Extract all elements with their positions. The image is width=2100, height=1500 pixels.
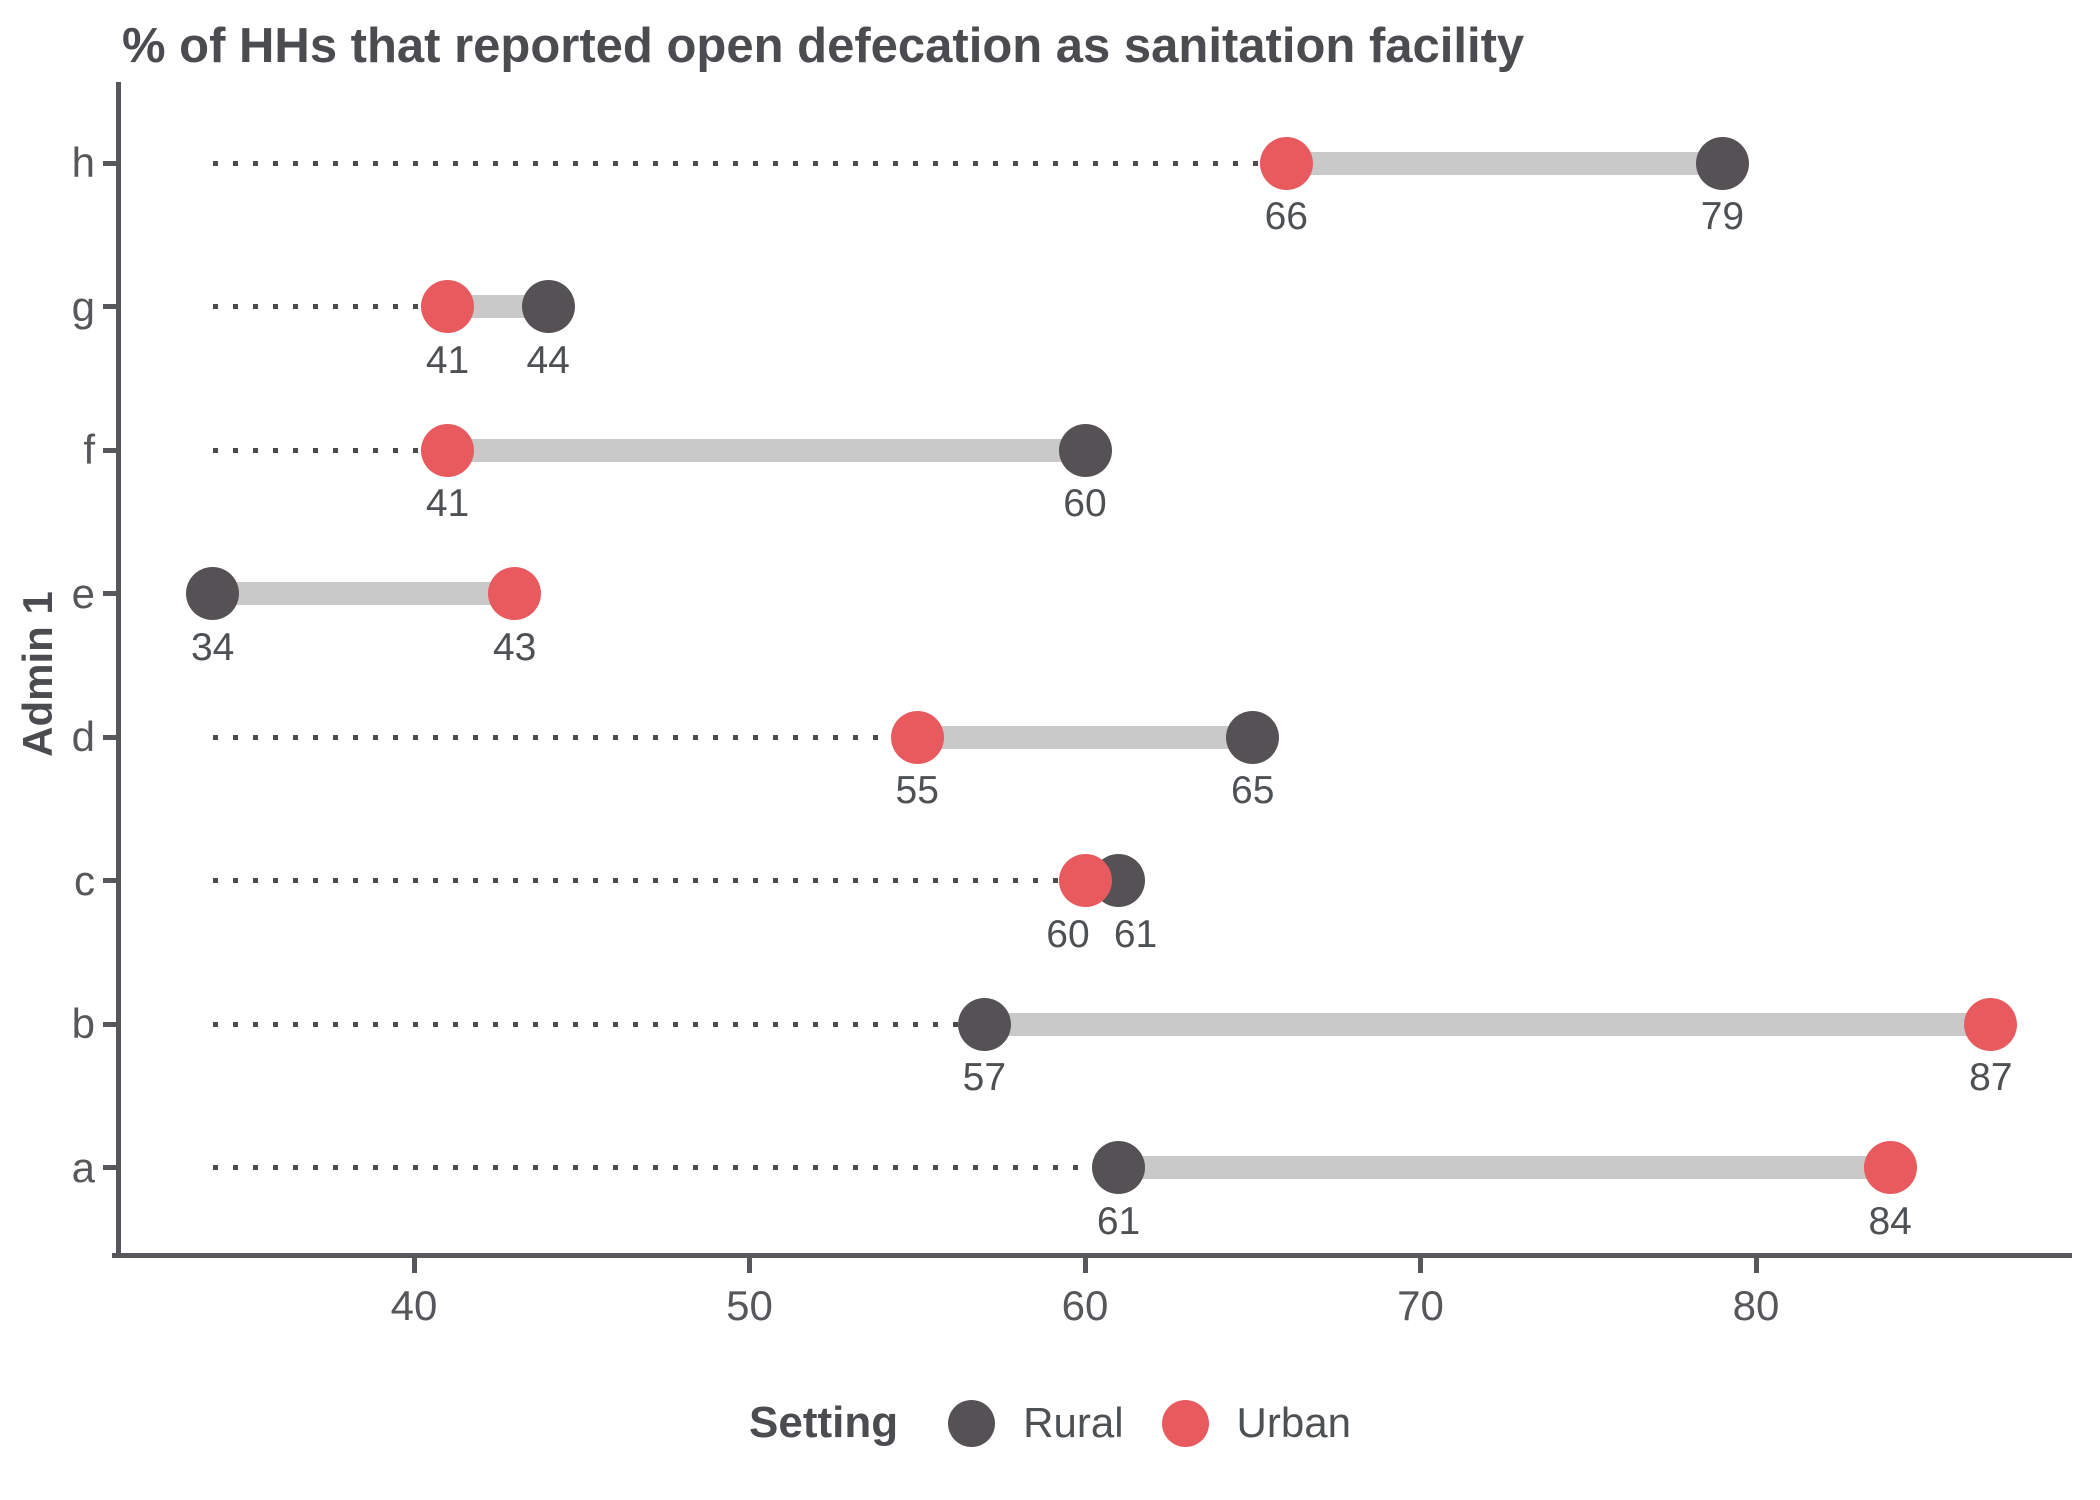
point-urban-h [1259,136,1313,190]
value-label-urban-a: 84 [1868,1199,1912,1243]
y-tick-mark [103,878,117,884]
y-category-label-b: b [71,1000,95,1048]
value-label-rural-f: 60 [1063,482,1107,526]
legend-title: Setting [749,1398,899,1447]
rural-swatch-icon [948,1399,996,1447]
point-urban-e [488,567,542,621]
y-tick-mark [103,304,117,310]
y-axis-line [116,82,121,1258]
legend-label-urban: Urban [1236,1399,1351,1446]
x-axis-line [112,1253,2072,1258]
y-axis-title: Admin 1 [14,591,61,757]
point-rural-g [521,280,575,334]
connector-bar-f [447,438,1085,462]
connector-bar-h [1286,151,1723,175]
urban-swatch-icon [1161,1399,1209,1447]
baseline-dotted-line-h [212,160,1260,166]
y-tick-mark [103,734,117,740]
x-tick-mark [747,1258,752,1273]
baseline-dotted-line-f [212,447,422,453]
y-category-label-e: e [71,569,95,617]
value-label-urban-b: 87 [1969,1056,2013,1100]
y-tick-mark [103,160,117,166]
y-category-label-c: c [74,856,95,904]
point-rural-f [1058,423,1112,477]
legend: Setting Rural Urban [0,1398,2100,1448]
y-category-label-g: g [71,282,95,330]
value-label-rural-h: 79 [1700,195,1745,238]
y-category-label-h: h [71,139,95,186]
value-label-urban-f: 41 [425,482,470,526]
y-tick-mark [103,1165,117,1171]
x-tick-label-60: 60 [1061,1282,1109,1329]
x-tick-mark [411,1258,417,1273]
y-tick-mark [103,591,117,597]
connector-bar-a [1118,1156,1891,1180]
y-tick-mark [103,1021,117,1027]
value-label-urban-e: 43 [492,625,537,669]
value-label-rural-c: 61 [1113,912,1158,956]
point-urban-d [890,710,944,764]
x-tick-mark [1082,1258,1088,1273]
connector-bar-d [917,725,1253,749]
value-label-urban-g: 41 [425,338,470,382]
value-label-rural-g: 44 [526,338,570,382]
x-tick-mark [1753,1258,1759,1273]
point-urban-a [1863,1141,1917,1195]
x-tick-label-40: 40 [390,1282,438,1329]
connector-bar-e [212,582,515,606]
point-rural-e [186,567,240,621]
value-label-rural-e: 34 [190,625,235,669]
baseline-dotted-line-g [212,304,422,310]
value-label-urban-d: 55 [895,769,939,813]
y-category-label-f: f [83,426,95,474]
x-tick-label-70: 70 [1397,1282,1444,1329]
x-tick-label-80: 80 [1732,1282,1780,1329]
value-label-urban-c: 60 [1046,912,1090,956]
y-category-label-a: a [71,1143,95,1191]
value-label-rural-a: 61 [1096,1199,1141,1243]
y-tick-mark [103,447,117,453]
chart-title: % of HHs that reported open defecation a… [122,19,1525,73]
y-category-label-d: d [71,713,95,761]
point-urban-b [1964,997,2018,1051]
value-label-urban-h: 66 [1264,195,1308,238]
baseline-dotted-line-a [212,1165,1093,1171]
legend-item-rural[interactable]: Rural [948,1399,1124,1447]
point-urban-g [421,280,475,334]
baseline-dotted-line-c [212,878,1059,884]
value-label-rural-b: 57 [962,1056,1007,1100]
legend-label-rural: Rural [1023,1399,1124,1446]
point-urban-f [421,423,475,477]
connector-bar-b [984,1012,1991,1036]
point-urban-c [1058,854,1112,908]
x-tick-mark [1418,1258,1423,1273]
point-rural-h [1695,136,1749,190]
value-label-rural-d: 65 [1231,769,1275,813]
point-rural-a [1092,1141,1146,1195]
point-rural-b [957,997,1011,1051]
legend-item-urban[interactable]: Urban [1161,1399,1351,1447]
x-tick-label-50: 50 [726,1282,773,1329]
baseline-dotted-line-b [212,1021,958,1027]
point-rural-d [1226,710,1280,764]
baseline-dotted-line-d [212,734,891,740]
